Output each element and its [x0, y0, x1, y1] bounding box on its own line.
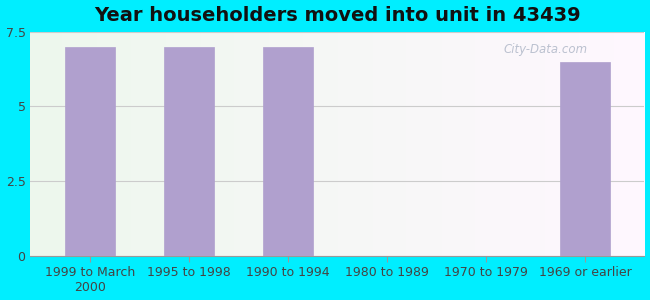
Title: Year householders moved into unit in 43439: Year householders moved into unit in 434… — [94, 6, 580, 25]
Text: City-Data.com: City-Data.com — [503, 43, 588, 56]
Bar — [65, 46, 114, 256]
Bar — [164, 46, 214, 256]
Bar — [263, 46, 313, 256]
Bar — [560, 61, 610, 256]
